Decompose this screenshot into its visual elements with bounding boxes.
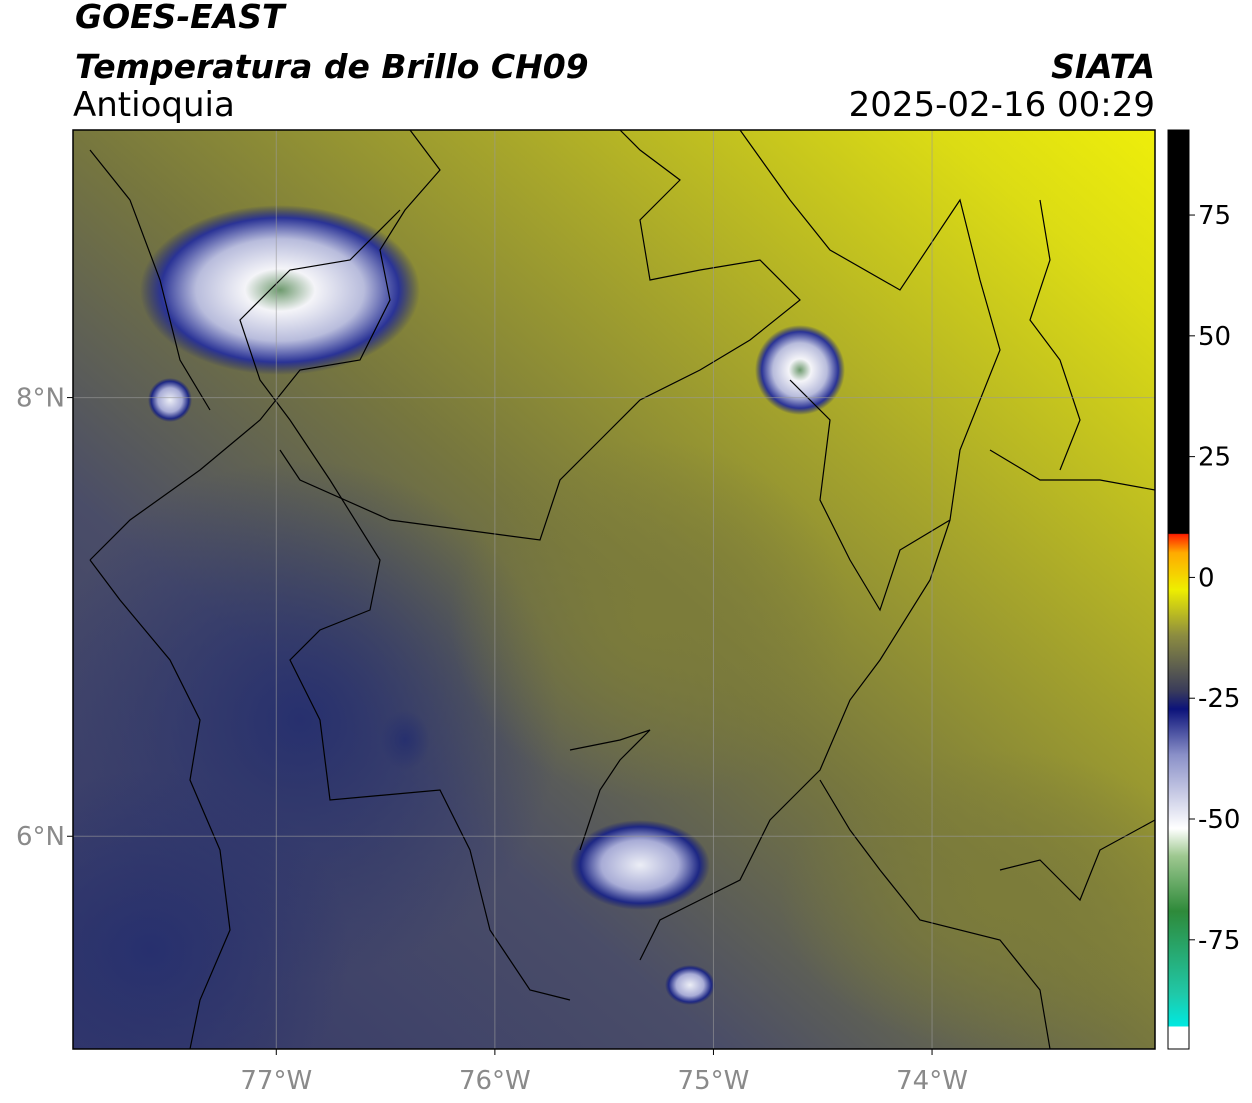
x-tick-label: 74°W bbox=[896, 1066, 968, 1096]
map-frame bbox=[72, 129, 1156, 1050]
datetime: 2025-02-16 00:29 bbox=[849, 85, 1155, 125]
grid bbox=[73, 130, 1155, 1049]
subtitle: Temperatura de Brillo CH09 bbox=[75, 47, 589, 86]
title: GOES-EAST bbox=[75, 0, 287, 36]
colorbar bbox=[1167, 129, 1190, 1050]
colorbar-tick-label: -25 bbox=[1198, 684, 1240, 714]
colorbar-tick-label: -75 bbox=[1198, 926, 1240, 956]
y-tick-label: 6°N bbox=[16, 822, 65, 852]
colorbar-tick-label: 50 bbox=[1198, 322, 1231, 352]
source: SIATA bbox=[1051, 47, 1155, 86]
colorbar-tick-label: 75 bbox=[1198, 201, 1231, 231]
x-tick-label: 76°W bbox=[459, 1066, 531, 1096]
colorbar-tick-label: 0 bbox=[1198, 563, 1215, 593]
map-image bbox=[73, 130, 1155, 1049]
x-tick-label: 77°W bbox=[240, 1066, 312, 1096]
y-tick-label: 8°N bbox=[16, 384, 65, 414]
region: Antioquia bbox=[73, 85, 235, 125]
x-tick-label: 75°W bbox=[678, 1066, 750, 1096]
colorbar-tick-label: -50 bbox=[1198, 805, 1240, 835]
colorbar-tick-label: 25 bbox=[1198, 443, 1231, 473]
